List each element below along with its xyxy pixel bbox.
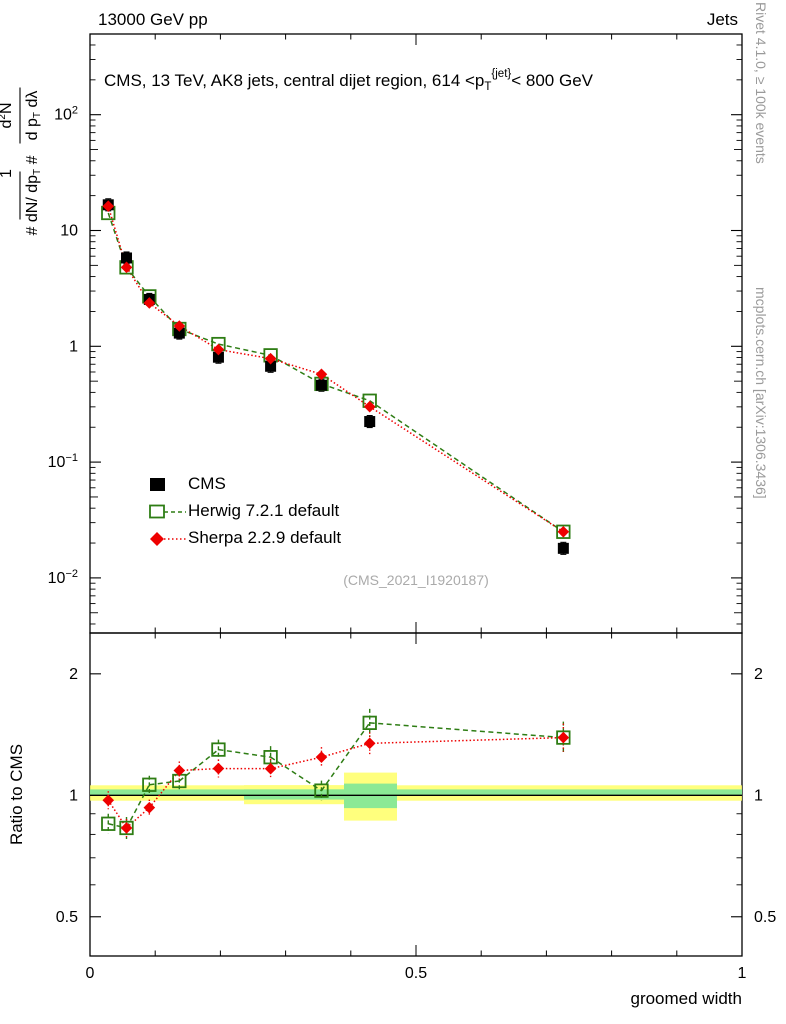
svg-text:# dN/ dpT #: # dN/ dpT # (24, 155, 43, 235)
svg-text:Ratio to CMS: Ratio to CMS (7, 744, 26, 845)
svg-text:1: 1 (738, 965, 747, 982)
svg-text:1: 1 (69, 787, 78, 804)
svg-text:mcplots.cern.ch [arXiv:1306.34: mcplots.cern.ch [arXiv:1306.3436] (753, 287, 769, 499)
svg-text:groomed width: groomed width (630, 989, 742, 1008)
svg-text:0.5: 0.5 (405, 965, 427, 982)
svg-text:2: 2 (754, 666, 763, 683)
svg-text:Herwig 7.2.1 default: Herwig 7.2.1 default (188, 501, 339, 520)
svg-text:1: 1 (0, 169, 15, 178)
svg-text:13000 GeV pp: 13000 GeV pp (98, 10, 208, 29)
svg-text:1: 1 (754, 787, 763, 804)
svg-text:CMS, 13 TeV, AK8 jets, central: CMS, 13 TeV, AK8 jets, central dijet reg… (104, 68, 594, 93)
svg-text:0.5: 0.5 (754, 909, 776, 926)
svg-text:Rivet 4.1.0, ≥ 100k events: Rivet 4.1.0, ≥ 100k events (753, 2, 769, 164)
svg-text:Sherpa 2.2.9 default: Sherpa 2.2.9 default (188, 528, 341, 547)
svg-text:CMS: CMS (188, 474, 226, 493)
svg-text:Jets: Jets (707, 10, 738, 29)
svg-text:10: 10 (60, 223, 78, 240)
svg-text:(CMS_2021_I1920187): (CMS_2021_I1920187) (343, 572, 489, 588)
svg-text:0.5: 0.5 (56, 909, 78, 926)
svg-text:2: 2 (69, 666, 78, 683)
svg-text:0: 0 (86, 965, 95, 982)
svg-text:1: 1 (69, 338, 78, 355)
